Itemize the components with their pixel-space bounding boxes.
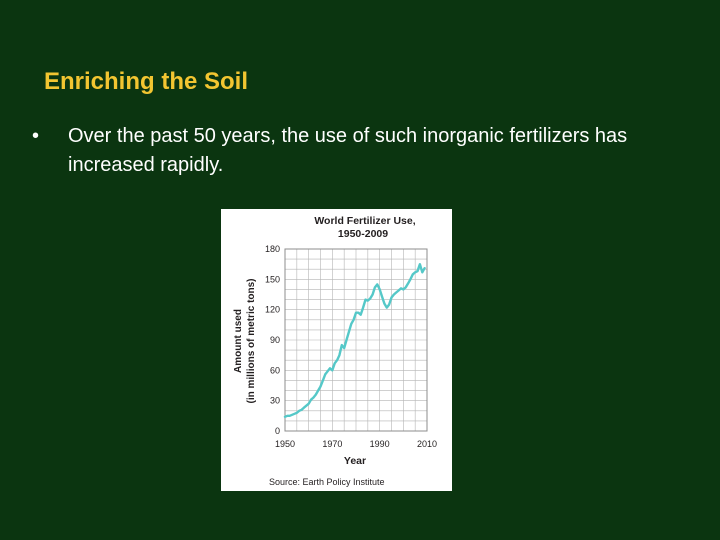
y-tick-label: 120	[265, 305, 280, 315]
x-tick-labels: 1950 1970 1990 2010	[275, 439, 437, 449]
chart-svg: 0 30 60 90 120 150 180 1950 1970 1990 2010 World …	[233, 215, 437, 487]
y-tick-label: 180	[265, 244, 280, 254]
x-tick-label: 1970	[322, 439, 342, 449]
y-tick-label: 60	[270, 365, 280, 375]
bullet-point: • Over the past 50 years, the use of suc…	[32, 122, 632, 180]
y-tick-label: 150	[265, 274, 280, 284]
y-tick-label: 0	[275, 426, 280, 436]
chart-title-line-2: 1950-2009	[338, 228, 388, 240]
y-axis-label: Amount used	[233, 309, 244, 373]
y-tick-label: 30	[270, 396, 280, 406]
bullet-text: Over the past 50 years, the use of such …	[68, 125, 628, 176]
chart-title-line-1: World Fertilizer Use,	[314, 215, 415, 227]
fertilizer-chart: 0 30 60 90 120 150 180 1950 1970 1990 2010 World …	[221, 209, 452, 491]
y-tick-label: 90	[270, 335, 280, 345]
x-tick-label: 1950	[275, 439, 295, 449]
fertilizer-use-line	[283, 263, 426, 419]
bullet-symbol: •	[32, 125, 40, 147]
chart-source: Source: Earth Policy Institute	[269, 477, 385, 487]
x-tick-label: 1990	[370, 439, 390, 449]
x-tick-label: 2010	[417, 439, 437, 449]
y-axis-label-units: (in millions of metric tons)	[246, 278, 257, 403]
plot-frame	[284, 248, 428, 432]
slide-title: Enriching the Soil	[44, 68, 249, 95]
x-axis-label: Year	[344, 455, 366, 467]
y-tick-labels: 0 30 60 90 120 150 180	[265, 244, 280, 436]
series-layer	[283, 263, 426, 419]
grid	[285, 249, 427, 431]
